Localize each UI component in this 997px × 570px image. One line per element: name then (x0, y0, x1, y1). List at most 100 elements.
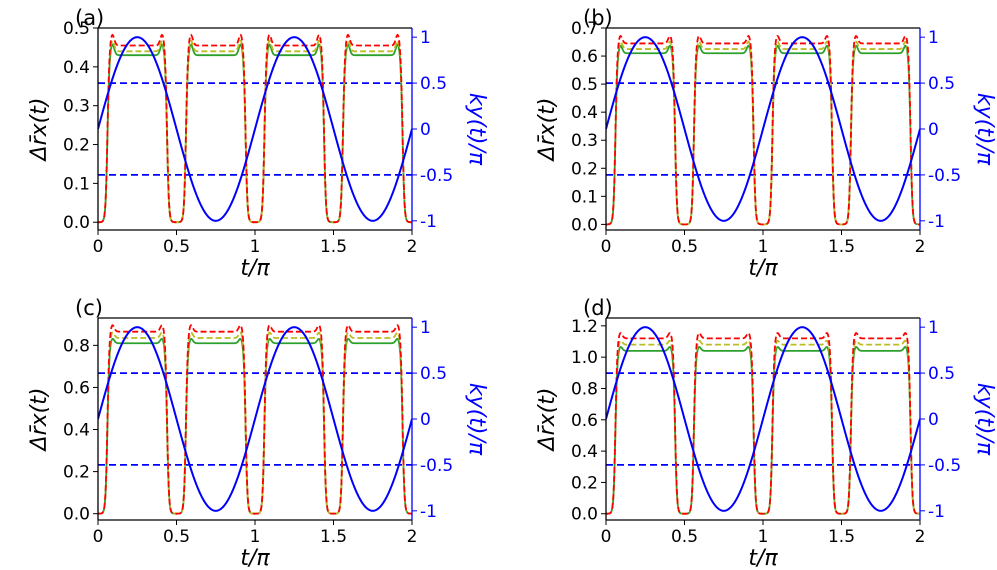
y-right-tick-label: -1 (420, 212, 437, 232)
y-tick-label: 0.3 (571, 131, 598, 151)
y-right-tick-label: -1 (420, 502, 437, 522)
series-green-solid (606, 346, 920, 515)
y-right-axis-label: ky(t)/π (972, 93, 997, 166)
y-tick-label: 0.2 (571, 159, 598, 179)
y-right-tick-label: 0.5 (928, 74, 955, 94)
y-right-tick-label: 1 (420, 28, 431, 48)
y-tick-label: 0.1 (63, 174, 90, 194)
y-right-tick-label: 1 (928, 318, 939, 338)
x-axis-label: t/π (748, 546, 778, 570)
y-axis-label: Δr̄x(t) (535, 388, 560, 453)
x-tick-label: 1.5 (828, 237, 855, 257)
y-right-tick-label: -0.5 (420, 166, 453, 186)
y-tick-label: 0.8 (571, 379, 598, 399)
series-red-dashed (98, 324, 412, 515)
y-tick-label: 0.3 (63, 97, 90, 117)
y-tick-label: 0.6 (571, 411, 598, 431)
panel-label: (d) (583, 296, 613, 320)
y-right-tick-label: 0.5 (928, 364, 955, 384)
y-right-tick-label: 0.5 (420, 74, 447, 94)
panel-b: 0 0.5 1 1.5 2 0.0 0.1 0.2 0.3 0.4 0.5 0.6 0.7 1 0.5 0 -0… (535, 6, 997, 281)
ky-curve (606, 36, 920, 222)
x-tick-label: 0.5 (671, 527, 698, 547)
x-tick-label: 0.5 (671, 237, 698, 257)
y-tick-label: 1.0 (571, 348, 598, 368)
series-green-solid (98, 43, 412, 224)
x-axis-label: t/π (240, 546, 270, 570)
y-tick-label: 0.6 (571, 47, 598, 67)
x-tick-label: 0.5 (163, 527, 190, 547)
x-tick-label: 1 (250, 527, 261, 547)
series-green-solid (606, 44, 920, 226)
y-tick-label: 0.4 (63, 421, 90, 441)
panel-label: (b) (583, 6, 613, 30)
x-tick-label: 0 (93, 237, 104, 257)
x-tick-label: 1 (758, 527, 769, 547)
series-green-solid (98, 337, 412, 515)
y-tick-label: 0.5 (571, 75, 598, 95)
x-tick-label: 0 (601, 237, 612, 257)
x-tick-label: 2 (915, 237, 926, 257)
y-right-tick-label: 0 (928, 410, 939, 430)
y-right-tick-label: 0 (420, 410, 431, 430)
x-tick-label: 2 (407, 237, 418, 257)
y-right-tick-label: 1 (928, 28, 939, 48)
y-tick-label: 0.6 (63, 378, 90, 398)
y-tick-label: 0.4 (571, 442, 598, 462)
plot-area (98, 33, 412, 224)
y-right-tick-label: -0.5 (928, 166, 961, 186)
y-tick-label: 0.2 (63, 463, 90, 483)
x-tick-label: 2 (915, 527, 926, 547)
ky-curve (98, 36, 412, 222)
plot-area (606, 326, 920, 515)
y-tick-label: 0.8 (63, 336, 90, 356)
x-tick-label: 0 (601, 527, 612, 547)
y-tick-label: 0.4 (571, 103, 598, 123)
y-right-tick-label: 0.5 (420, 364, 447, 384)
series-red-dashed (606, 332, 920, 515)
y-tick-label: 0.4 (63, 58, 90, 78)
x-tick-label: 1.5 (320, 237, 347, 257)
y-right-tick-label: -0.5 (420, 456, 453, 476)
panel-label: (c) (75, 296, 103, 320)
y-axis-label: Δr̄x(t) (27, 388, 52, 453)
ky-curve (606, 326, 920, 512)
panel-d: 0 0.5 1 1.5 2 0.0 0.2 0.4 0.6 0.8 1.0 1.2 1 0.5 0 -0.5 -… (535, 296, 997, 570)
x-tick-label: 0 (93, 527, 104, 547)
y-right-axis-label: ky(t)/π (464, 93, 489, 166)
series-yellow-dashed (606, 339, 920, 515)
x-tick-label: 1.5 (320, 527, 347, 547)
plot-area (98, 324, 412, 515)
x-tick-label: 1 (758, 237, 769, 257)
y-right-tick-label: 0 (420, 120, 431, 140)
series-red-dashed (98, 33, 412, 224)
y-right-tick-label: -0.5 (928, 456, 961, 476)
y-axis-label: Δr̄x(t) (535, 98, 560, 163)
y-tick-label: 0.0 (63, 213, 90, 233)
y-tick-label: 0.0 (571, 215, 598, 235)
series-yellow-dashed (98, 331, 412, 515)
x-tick-label: 0.5 (163, 237, 190, 257)
y-tick-label: 0.2 (63, 136, 90, 156)
x-axis-label: t/π (240, 256, 270, 281)
x-tick-label: 1 (250, 237, 261, 257)
y-right-tick-label: 1 (420, 318, 431, 338)
y-tick-label: 0.0 (571, 505, 598, 525)
y-right-axis-label: ky(t)/π (972, 383, 997, 456)
ky-curve (98, 326, 412, 512)
y-right-tick-label: -1 (928, 212, 945, 232)
series-yellow-dashed (606, 40, 920, 226)
series-red-dashed (606, 34, 920, 226)
y-tick-label: 1.2 (571, 317, 598, 337)
x-axis-label: t/π (748, 256, 778, 281)
y-right-axis-label: ky(t)/π (464, 383, 489, 456)
y-tick-label: 0.7 (571, 19, 598, 39)
y-axis-label: Δr̄x(t) (27, 98, 52, 163)
x-tick-label: 1.5 (828, 527, 855, 547)
y-tick-label: 0.1 (571, 187, 598, 207)
panel-a: 0 0.5 1 1.5 2 0.0 0.1 0.2 0.3 0.4 0.5 1 0.5 0 -0.5 -1 t/… (27, 6, 489, 281)
x-tick-label: 2 (407, 527, 418, 547)
y-tick-label: 0.2 (571, 473, 598, 493)
y-right-tick-label: -1 (928, 502, 945, 522)
